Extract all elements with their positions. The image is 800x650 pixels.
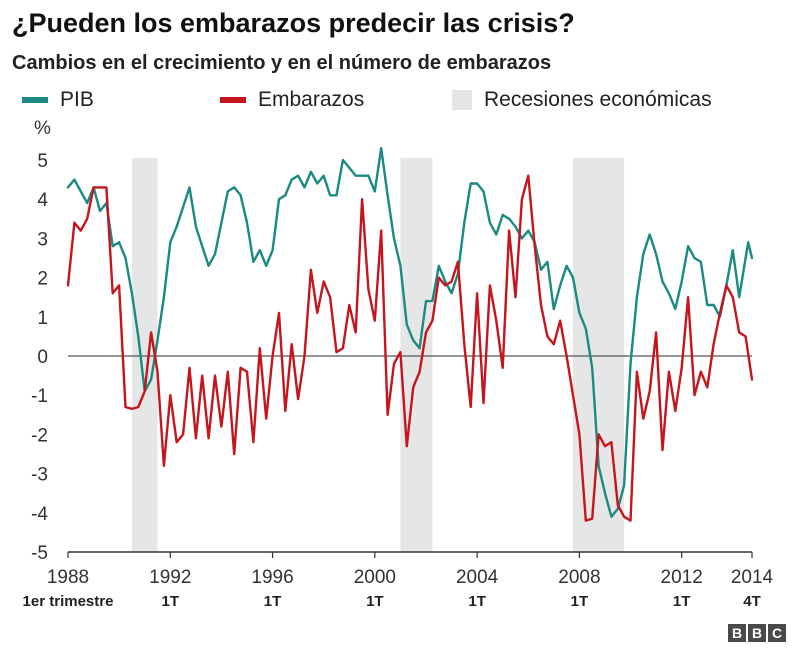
y-tick-label: -1 [31, 386, 48, 407]
y-tick-label: 5 [37, 151, 48, 172]
y-tick-label: 3 [37, 229, 48, 250]
bbc-logo-b1: B [728, 624, 746, 642]
y-tick-label: 1 [37, 308, 48, 329]
x-tick-sublabel: 1T [571, 593, 589, 610]
x-tick-label: 2012 [661, 567, 703, 588]
y-tick-label: 2 [37, 269, 48, 290]
x-tick-label: 1992 [149, 567, 191, 588]
x-tick-label: 2008 [558, 567, 600, 588]
x-tick-sublabel: 1er trimestre [23, 593, 114, 610]
x-tick-sublabel: 1T [673, 593, 691, 610]
x-tick-label: 2004 [456, 567, 499, 588]
x-tick-sublabel: 4T [743, 593, 761, 610]
x-tick-sublabel: 1T [366, 593, 384, 610]
series-lines [66, 147, 754, 522]
recession-band [400, 158, 433, 552]
y-tick-label: -2 [31, 425, 48, 446]
legend: PIB Embarazos Recesiones económicas [12, 88, 792, 118]
bbc-logo-c: C [768, 624, 786, 642]
x-tick-label: 1988 [47, 567, 89, 588]
legend-swatch-pib [22, 97, 48, 103]
bbc-logo-b2: B [748, 624, 766, 642]
recession-bands [131, 158, 625, 552]
x-tick-label: 1996 [251, 567, 293, 588]
x-tick-sublabel: 1T [264, 593, 282, 610]
axis-labels: 5 4 3 2 1 0 -1 -2 -3 -4 -5% 1988 1er trimestre 1992 1T… [23, 118, 774, 610]
legend-label-recesiones: Recesiones económicas [484, 88, 712, 111]
x-tick-sublabel: 1T [468, 593, 486, 610]
legend-item-recesiones: Recesiones económicas [452, 88, 712, 112]
series-line-embarazos [66, 174, 754, 522]
y-tick-label: -4 [31, 504, 48, 525]
legend-item-embarazos: Embarazos [220, 88, 364, 112]
chart-title: ¿Pueden los embarazos predecir las crisi… [12, 8, 575, 38]
x-tick-label: 2014 [731, 567, 774, 588]
bbc-logo: B B C [728, 624, 786, 642]
legend-swatch-embarazos [220, 97, 246, 103]
y-axis-unit: % [34, 118, 51, 139]
recession-band [131, 158, 158, 552]
y-tick-label: -5 [31, 543, 48, 564]
x-tick-label: 2000 [354, 567, 396, 588]
legend-swatch-recesiones [452, 90, 472, 110]
legend-item-pib: PIB [22, 88, 94, 112]
series-line-pib [66, 147, 754, 518]
legend-label-pib: PIB [60, 88, 94, 111]
x-tick-sublabel: 1T [162, 593, 180, 610]
y-tick-label: -3 [31, 465, 48, 486]
legend-label-embarazos: Embarazos [258, 88, 365, 111]
y-tick-label: 0 [37, 347, 48, 368]
chart-subtitle: Cambios en el crecimiento y en el número… [12, 52, 552, 74]
axes [67, 355, 753, 558]
y-tick-label: 4 [37, 190, 48, 211]
